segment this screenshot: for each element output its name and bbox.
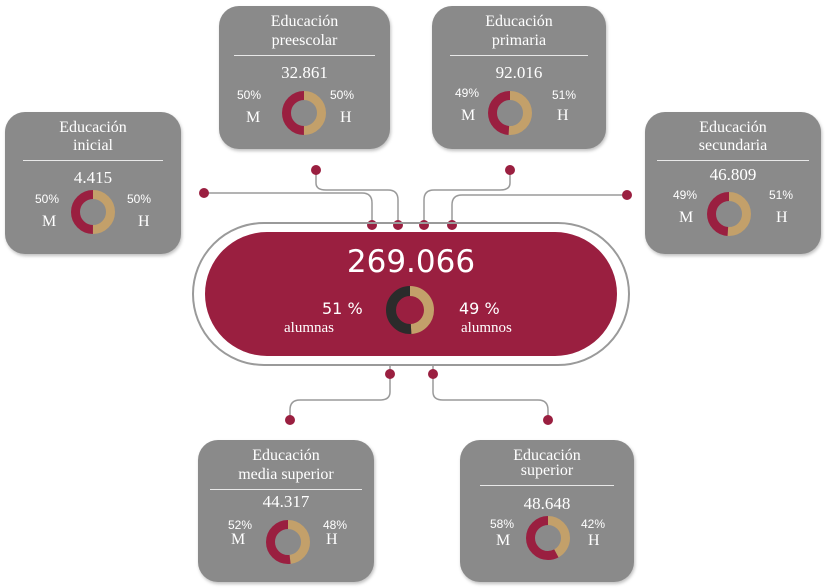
female-percent: 52% xyxy=(228,518,253,532)
total-gender-donut xyxy=(386,286,434,334)
level-title-line2: preescolar xyxy=(271,32,338,49)
gender-donut xyxy=(266,520,310,564)
male-percent: 42% xyxy=(581,517,606,531)
level-title-line1: Educación xyxy=(59,119,127,136)
card-educacion-media-superior: Educación media superior 44.317 52% 48% M H xyxy=(198,440,374,582)
card-educacion-secundaria: Educación secundaria 46.809 49% 51% M H xyxy=(645,112,821,254)
title-divider xyxy=(210,489,362,490)
connector-dot xyxy=(285,415,295,425)
gender-donut xyxy=(488,91,532,135)
level-title-line2: primaria xyxy=(491,32,547,49)
level-count: 32.861 xyxy=(281,63,328,82)
donut-segment-female xyxy=(266,520,310,564)
card-educacion-primaria: Educación primaria 92.016 49% 51% M H xyxy=(432,6,606,149)
donut-segment-female xyxy=(282,91,326,135)
connector-preescolar xyxy=(315,170,399,222)
donut-segment-female xyxy=(71,190,115,234)
connector-dot xyxy=(199,188,209,198)
connector-media-superior xyxy=(289,366,391,420)
gender-donut xyxy=(282,91,326,135)
card-educacion-inicial: Educación inicial 4.415 50% 50% M H xyxy=(5,112,181,254)
level-count: 48.648 xyxy=(523,494,571,513)
total-count: 269.066 xyxy=(346,244,476,280)
center-outline xyxy=(192,222,630,366)
level-title-line2: superior xyxy=(520,462,574,479)
female-symbol: M xyxy=(679,209,694,226)
gender-donut xyxy=(707,192,751,236)
female-symbol: M xyxy=(461,107,476,124)
connector-dot xyxy=(428,369,438,379)
connector-dot xyxy=(622,190,632,200)
male-percent: 51% xyxy=(552,88,577,102)
female-percent: 50% xyxy=(35,192,60,206)
level-title-line1: Educación xyxy=(699,119,767,136)
connector-dot xyxy=(311,165,321,175)
title-divider xyxy=(480,485,614,486)
connector-superior xyxy=(432,366,549,420)
title-divider xyxy=(657,160,809,161)
female-percent: 50% xyxy=(237,88,262,102)
level-count: 46.809 xyxy=(709,165,757,184)
connector-secundaria xyxy=(451,194,627,222)
male-symbol: H xyxy=(326,531,338,548)
connector-primaria xyxy=(423,170,511,222)
male-symbol: H xyxy=(776,209,788,226)
level-title-line2: media superior xyxy=(238,466,334,483)
donut-segment-female xyxy=(707,192,751,236)
male-symbol: H xyxy=(138,213,150,230)
connector-dot xyxy=(505,165,515,175)
female-percent: 51 % xyxy=(322,299,363,318)
level-title-line1: Educación xyxy=(513,447,581,464)
male-percent: 51% xyxy=(769,188,794,202)
card-educacion-superior: Educación superior 48.648 58% 42% M H xyxy=(460,440,634,582)
female-symbol: M xyxy=(231,531,246,548)
female-symbol: M xyxy=(246,109,261,126)
gender-donut xyxy=(71,190,115,234)
total-enrollment-panel: 269.066 51 % alumnas 49 % alumnos xyxy=(205,232,617,356)
title-divider xyxy=(23,160,163,161)
male-label: alumnos xyxy=(461,320,512,336)
female-label: alumnas xyxy=(284,320,334,336)
donut-segment-female xyxy=(488,91,532,135)
male-percent: 50% xyxy=(127,192,152,206)
female-symbol: M xyxy=(42,213,57,230)
connector-dot xyxy=(543,415,553,425)
male-percent: 48% xyxy=(323,518,348,532)
male-percent: 50% xyxy=(330,88,355,102)
male-symbol: H xyxy=(340,109,352,126)
donut-segment-female xyxy=(386,286,434,334)
card-educacion-preescolar: Educación preescolar 32.861 50% 50% M H xyxy=(219,6,390,149)
level-title-line2: inicial xyxy=(73,137,113,154)
female-symbol: M xyxy=(496,532,511,549)
gender-donut xyxy=(526,516,570,560)
male-percent: 49 % xyxy=(459,299,500,318)
level-title-line1: Educación xyxy=(485,13,553,30)
connector-inicial xyxy=(204,192,373,222)
level-title-line1: Educación xyxy=(252,447,320,464)
donut-segment-female xyxy=(526,516,570,560)
female-percent: 49% xyxy=(455,86,480,100)
female-percent: 49% xyxy=(673,188,698,202)
male-symbol: H xyxy=(588,532,600,549)
level-title-line2: secundaria xyxy=(698,137,768,154)
connector-dot xyxy=(385,369,395,379)
level-count: 4.415 xyxy=(73,168,113,187)
title-divider xyxy=(234,55,375,56)
title-divider xyxy=(450,55,588,56)
level-title-line1: Educación xyxy=(270,13,339,30)
female-percent: 58% xyxy=(490,517,515,531)
male-symbol: H xyxy=(557,107,569,124)
level-count: 92.016 xyxy=(495,63,543,82)
level-count: 44.317 xyxy=(262,492,310,511)
